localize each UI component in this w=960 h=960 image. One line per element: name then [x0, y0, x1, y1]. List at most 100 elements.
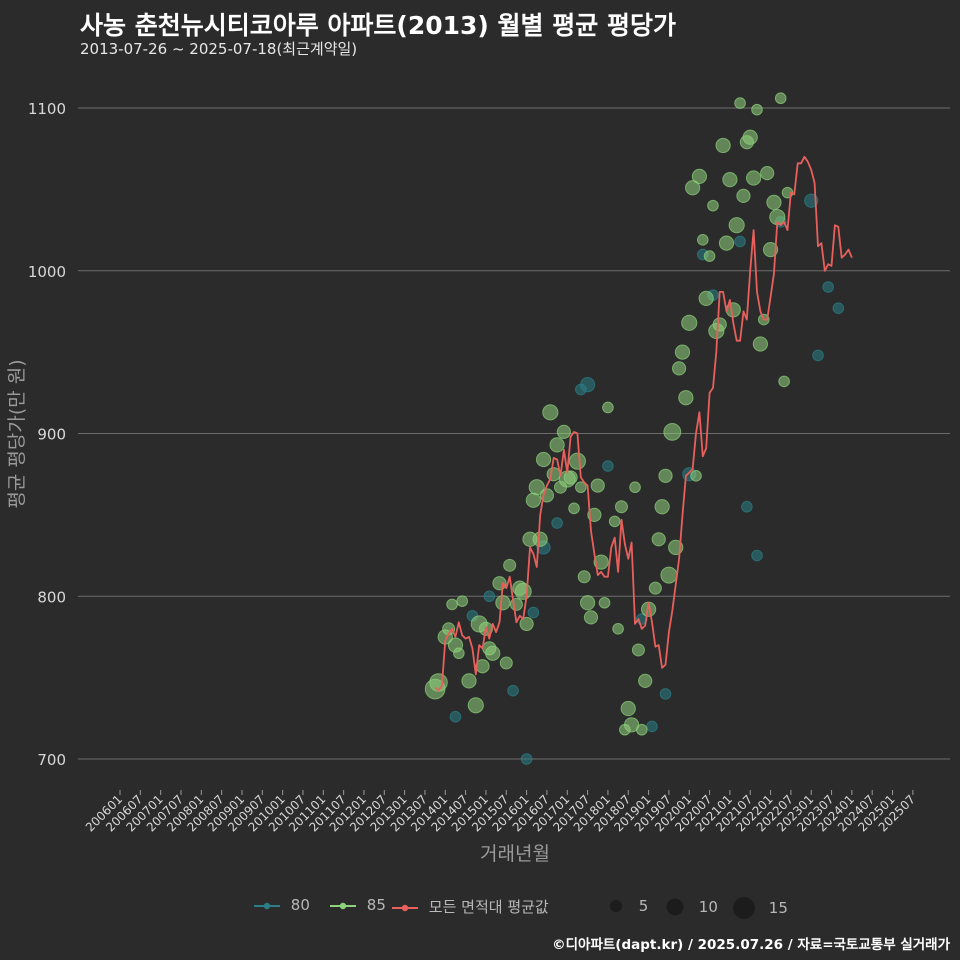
- point-series-85: [528, 479, 545, 496]
- x-tick-labels: 2006012006072007012007072008012008072009…: [83, 790, 918, 835]
- point-series-85: [461, 673, 477, 689]
- point-series-85: [715, 137, 731, 154]
- legend-size-label-5: 5: [638, 896, 649, 915]
- point-series-85: [456, 595, 469, 607]
- point-series-85: [602, 401, 614, 414]
- legend-item-avg: 모든 면적대 평균값: [392, 896, 549, 917]
- point-series-80: [551, 517, 563, 529]
- point-series-80: [646, 720, 658, 733]
- x-axis-label: 거래년월: [480, 843, 550, 865]
- point-series-85: [734, 97, 746, 109]
- point-series-80: [579, 377, 596, 393]
- point-series-80: [507, 684, 519, 697]
- point-series-85: [718, 235, 735, 251]
- point-series-85: [745, 170, 762, 186]
- point-series-85: [467, 697, 484, 714]
- point-series-85: [514, 582, 532, 600]
- point-series-85: [707, 199, 719, 212]
- point-series-80: [659, 688, 672, 700]
- point-series-85: [568, 452, 586, 470]
- y-tick-labels: 700 800 900 1000 1100: [28, 100, 66, 769]
- point-series-85: [535, 451, 552, 468]
- point-series-80: [483, 590, 496, 603]
- point-series-85: [698, 290, 714, 307]
- legend-swatch-85: [330, 902, 356, 909]
- legend-size-label-15: 15: [768, 898, 788, 917]
- legend-label-80: 80: [290, 896, 310, 914]
- legend-size-circle-10: [666, 898, 684, 916]
- legend-item-85: 85: [330, 896, 386, 914]
- point-series-85: [681, 314, 698, 331]
- point-series-85: [593, 554, 609, 570]
- point-series-85: [660, 566, 678, 584]
- point-series-85: [532, 531, 548, 547]
- point-series-80: [520, 753, 533, 765]
- point-series-85: [608, 515, 621, 528]
- point-series-85: [563, 470, 578, 485]
- point-series-85: [674, 344, 691, 360]
- y-axis-label: 평균 평당가(만 원): [6, 359, 28, 508]
- average-line: [434, 155, 853, 692]
- point-series-85: [525, 492, 541, 508]
- point-series-85: [722, 171, 738, 188]
- point-series-85: [629, 481, 641, 494]
- point-series-85: [685, 180, 701, 196]
- point-series-80: [822, 281, 834, 293]
- chart-subtitle: 2013-07-26 ~ 2025-07-18(최근계약일): [80, 40, 358, 58]
- legend-size-15: 15: [732, 896, 788, 920]
- point-series-85: [663, 422, 682, 441]
- point-series-85: [499, 656, 513, 670]
- point-series-85: [752, 336, 769, 352]
- chart-title: 사농 춘천뉴시티코아루 아파트(2013) 월별 평균 평당가: [80, 11, 676, 40]
- scatter-points: [424, 92, 845, 765]
- point-series-85: [583, 610, 599, 625]
- legend-label-85: 85: [366, 896, 386, 914]
- point-series-85: [542, 404, 559, 421]
- y-tick-label: 1100: [28, 100, 66, 118]
- point-series-85: [703, 250, 716, 262]
- point-series-85: [614, 500, 628, 514]
- point-series-85: [485, 645, 501, 661]
- point-series-85: [503, 558, 517, 572]
- point-series-85: [712, 317, 727, 332]
- point-series-85: [598, 596, 611, 609]
- legend-size-label-10: 10: [698, 897, 718, 916]
- point-series-85: [577, 570, 591, 584]
- point-series-85: [690, 470, 702, 482]
- legend-swatch-80: [254, 902, 280, 909]
- point-series-85: [495, 595, 511, 611]
- point-series-85: [696, 234, 709, 246]
- point-series-85: [568, 502, 580, 515]
- point-series-85: [635, 723, 648, 736]
- point-series-80: [527, 606, 540, 619]
- point-series-80: [734, 235, 746, 248]
- y-tick-label: 900: [37, 426, 66, 444]
- point-series-85: [778, 375, 790, 388]
- point-series-85: [631, 643, 645, 657]
- point-series-80: [602, 460, 614, 472]
- point-series-85: [742, 129, 758, 145]
- legend-item-80: 80: [254, 896, 310, 914]
- point-series-85: [671, 361, 687, 376]
- grid-layer: [78, 107, 950, 760]
- point-series-85: [587, 507, 602, 522]
- y-tick-label: 800: [37, 588, 66, 606]
- point-series-85: [638, 673, 653, 688]
- point-series-80: [751, 549, 763, 562]
- point-series-85: [446, 598, 458, 611]
- point-series-85: [678, 390, 694, 406]
- y-tick-label: 1000: [28, 263, 66, 281]
- point-series-85: [651, 532, 666, 547]
- average-line-layer: [434, 155, 853, 692]
- legend-label-avg: 모든 면적대 평균값: [428, 898, 549, 916]
- point-series-85: [658, 468, 673, 483]
- point-series-85: [519, 616, 534, 632]
- legend-size-5: 5: [606, 896, 648, 916]
- point-series-85: [691, 168, 708, 184]
- point-series-80: [832, 302, 845, 314]
- y-tick-label: 700: [37, 751, 66, 769]
- point-series-85: [549, 437, 565, 453]
- point-series-85: [751, 103, 763, 116]
- point-series-85: [766, 194, 782, 211]
